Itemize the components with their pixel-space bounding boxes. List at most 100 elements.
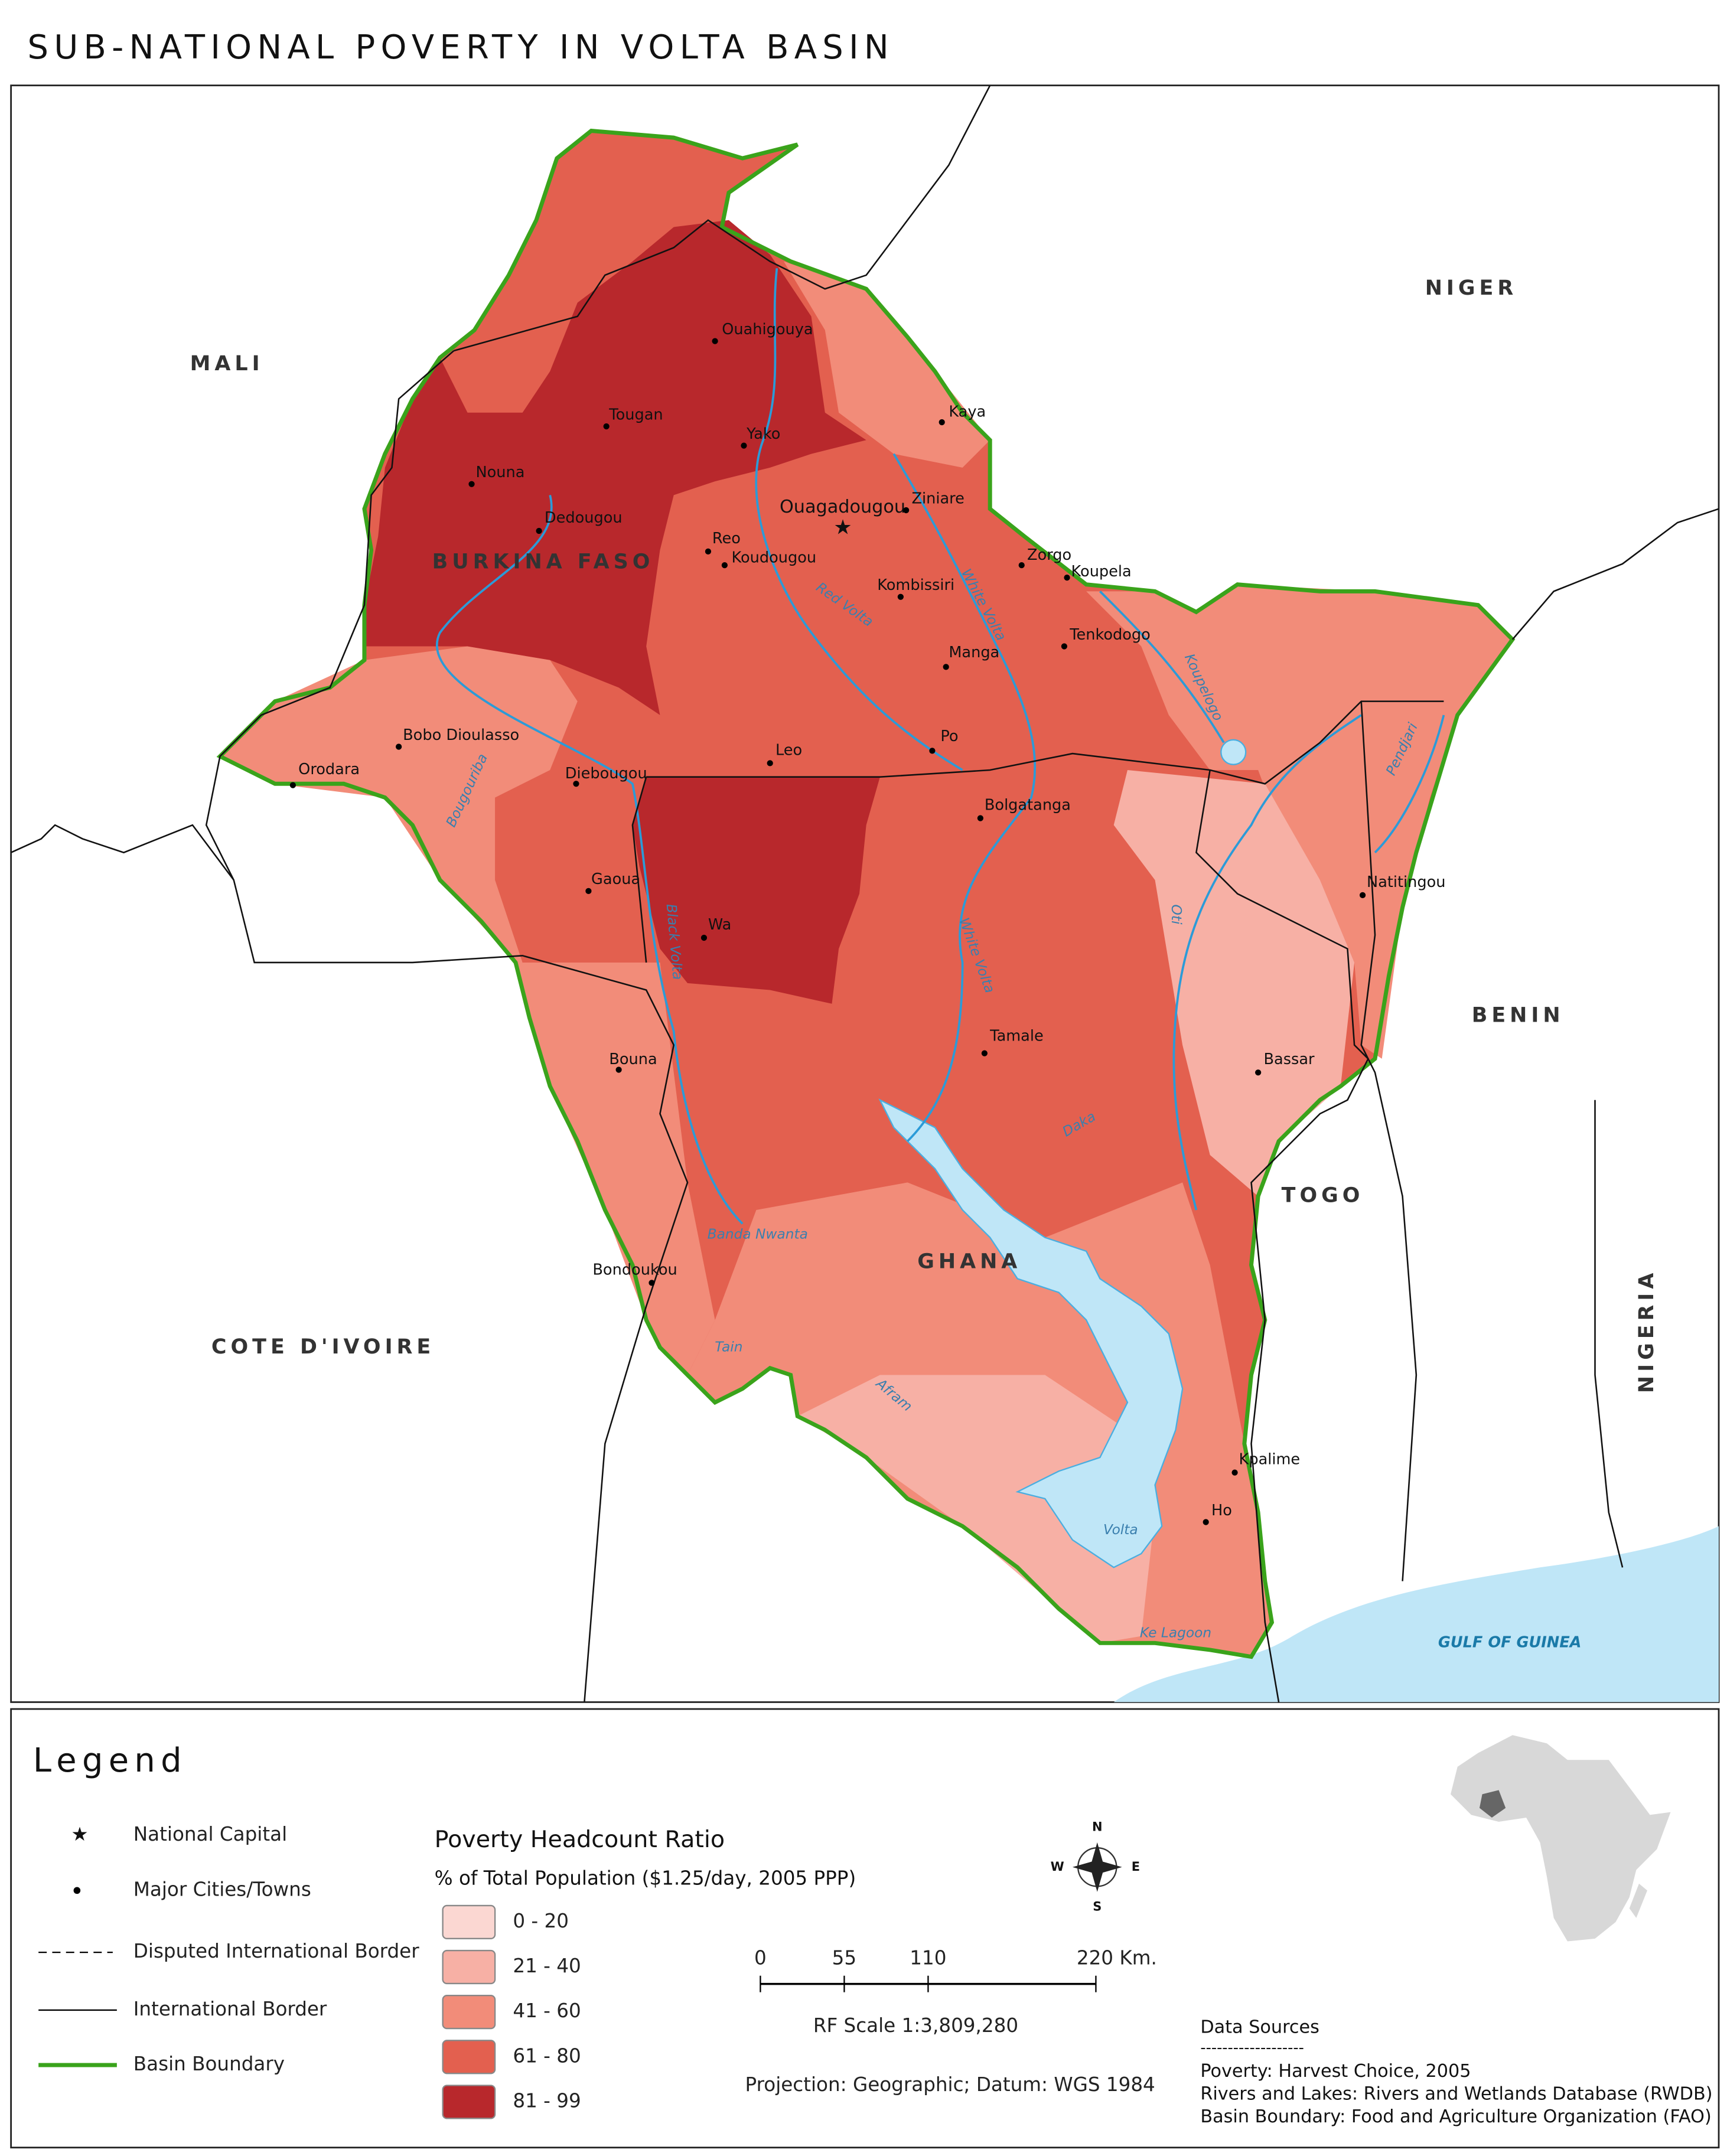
city-dot [1203, 1519, 1209, 1525]
city-label: Wa [708, 916, 731, 934]
river-label: Tain [715, 1339, 742, 1355]
city-label: Ziniare [911, 490, 964, 507]
city-label: Zorgo [1027, 546, 1071, 564]
country-label: BENIN [1472, 1004, 1565, 1028]
class-swatch [442, 2085, 496, 2119]
city-label: Ouahigouya [722, 321, 813, 338]
legend-title: Legend [33, 1741, 187, 1780]
sources-line: Basin Boundary: Food and Agriculture Org… [1200, 2106, 1711, 2127]
capital-star: ★ [833, 516, 852, 539]
city-label: Reo [712, 530, 741, 547]
city-dot [289, 782, 296, 788]
map-title: SUB-NATIONAL POVERTY IN VOLTA BASIN [28, 28, 894, 67]
border [631, 777, 647, 963]
river [436, 494, 744, 1225]
country-label: COTE D'IVOIRE [211, 1335, 435, 1359]
city-dot [585, 888, 592, 895]
legend-frame [10, 1708, 1720, 2149]
city-label: Kombissiri [877, 576, 954, 594]
city-dot [649, 1280, 655, 1286]
capital-symbol: ★ [71, 1823, 88, 1845]
compass-letter: W [1051, 1860, 1064, 1874]
legend-item: International Border [133, 1998, 327, 2020]
city-label: Bassar [1263, 1051, 1315, 1068]
city-label: Gaoua [591, 870, 640, 888]
poverty-zone [632, 777, 880, 1004]
country-label: BURKINA FASO [432, 550, 654, 573]
class-label: 0 - 20 [513, 1910, 569, 1932]
scale-label: 220 Km. [1077, 1947, 1157, 1969]
basin [216, 128, 1516, 1659]
city-label: Tamale [989, 1028, 1044, 1045]
country-label: NIGER [1425, 276, 1518, 300]
class-label: 41 - 60 [513, 2000, 581, 2022]
border [205, 350, 689, 1702]
city-symbol [73, 1887, 81, 1894]
city-dot [943, 664, 949, 670]
poverty-subtitle: % of Total Population ($1.25/day, 2005 P… [435, 1867, 856, 1890]
city-dot [939, 419, 945, 426]
city-dot [468, 481, 475, 487]
class-label: 21 - 40 [513, 1955, 581, 1977]
city-label: Bondoukou [592, 1261, 677, 1278]
compass [1072, 1842, 1122, 1892]
city-dot [615, 1066, 622, 1073]
legend-item: Basin Boundary [133, 2053, 285, 2075]
scale-label: 0 [754, 1947, 767, 1969]
water-label: GULF OF GUINEA [1438, 1633, 1582, 1651]
city-dot [929, 748, 936, 754]
poverty-zone [797, 1375, 1155, 1643]
lake [878, 1098, 1184, 1568]
river [1374, 715, 1445, 854]
border [1195, 769, 1369, 1702]
legend-item: National Capital [133, 1823, 287, 1845]
city-dot [396, 743, 402, 750]
sources-line: Poverty: Harvest Choice, 2005 [1200, 2061, 1471, 2082]
city-dot [903, 507, 910, 514]
city-label: Ho [1211, 1502, 1232, 1519]
city-label: Manga [949, 644, 999, 661]
city-label: Tougan [608, 406, 663, 423]
city-dot [712, 338, 718, 344]
borders [11, 85, 1719, 1702]
poverty-title: Poverty Headcount Ratio [435, 1826, 725, 1853]
city-label: Koupela [1071, 563, 1132, 580]
city-dot [767, 760, 773, 766]
ocean [1113, 1526, 1719, 1702]
basin-inset [1479, 1790, 1506, 1818]
city-label: Bobo Dioulasso [403, 726, 519, 744]
border [1360, 701, 1418, 1581]
city-label: Orodara [298, 761, 360, 778]
africa-inset [1451, 1735, 1671, 1942]
country-label: NIGERIA [1635, 1269, 1658, 1393]
city-dot [536, 527, 542, 534]
poverty-zone [783, 261, 990, 468]
city-label: Bouna [609, 1051, 657, 1068]
class-swatch [442, 1995, 496, 2030]
class-swatch [442, 1949, 496, 1985]
rf-scale: RF Scale 1:3,809,280 [813, 2014, 1018, 2037]
poverty-zone [522, 962, 715, 1375]
city-label: Koudougou [732, 549, 817, 567]
class-swatch [442, 2040, 496, 2075]
city-label: Diebougou [565, 765, 647, 782]
city-dot [1359, 892, 1366, 898]
city-dot [705, 548, 712, 555]
city-dot [573, 781, 579, 787]
city-dot [977, 815, 984, 821]
country-label: GHANA [917, 1250, 1021, 1273]
poverty-zone [364, 220, 866, 715]
city-label: Kpalime [1239, 1451, 1301, 1469]
compass-letter: N [1092, 1819, 1103, 1834]
city-label: Kaya [949, 403, 986, 421]
city-dot [981, 1050, 988, 1056]
city-label: Natitingou [1367, 873, 1445, 891]
city-dot [721, 562, 728, 569]
city-label: Leo [775, 741, 802, 759]
border [453, 85, 991, 352]
poverty-zone [1113, 770, 1355, 1196]
projection: Projection: Geographic; Datum: WGS 1984 [745, 2073, 1155, 2096]
scale-label: 110 [910, 1947, 946, 1969]
water-label: Volta [1103, 1522, 1138, 1538]
